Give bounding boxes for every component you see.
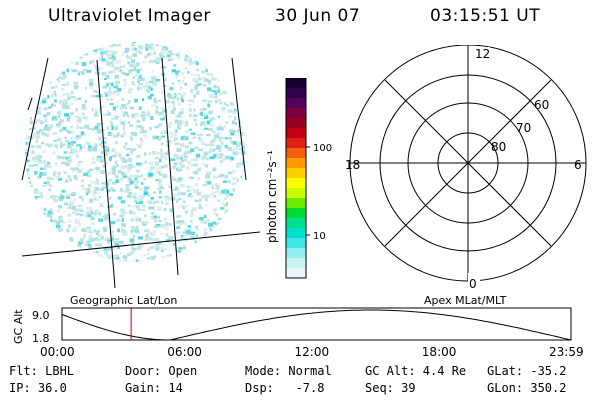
timeline-right-label: Apex MLat/MLT bbox=[424, 294, 507, 307]
colorbar-swatch bbox=[286, 268, 306, 279]
timeline-ytick-9: 9.0 bbox=[32, 309, 50, 322]
timeline-ylabel: GC Alt bbox=[12, 309, 25, 344]
timeline-xtick: 06:00 bbox=[167, 345, 202, 356]
info-label: Dsp: bbox=[245, 381, 282, 395]
orbit-timeline: Geographic Lat/Lon Apex MLat/MLT GC Alt … bbox=[12, 294, 584, 356]
info-value: 350.2 bbox=[530, 381, 567, 395]
info-field: Dsp: -7.8 bbox=[245, 381, 324, 395]
colorbar-swatch bbox=[286, 98, 306, 109]
mlt-label-18: 18 bbox=[345, 158, 360, 172]
info-value: 39 bbox=[401, 381, 416, 395]
colorbar-swatch bbox=[286, 78, 306, 89]
info-value: -35.2 bbox=[530, 364, 567, 378]
info-value: 4.4 Re bbox=[422, 364, 467, 378]
info-value: 36.0 bbox=[37, 381, 67, 395]
colorbar-swatch bbox=[286, 158, 306, 169]
info-value: Open bbox=[168, 364, 198, 378]
timeline-xtick: 00:00 bbox=[40, 345, 75, 356]
instrument-title: Ultraviolet Imager bbox=[48, 6, 211, 26]
info-value: -7.8 bbox=[281, 381, 325, 395]
colorbar-swatch bbox=[286, 168, 306, 179]
info-field: Flt: LBHL bbox=[9, 364, 74, 378]
mlt-label-6: 6 bbox=[574, 158, 582, 172]
altitude-curve bbox=[61, 309, 572, 341]
colorbar-tick-10: 10 bbox=[313, 231, 326, 242]
color-scale-bar: 100 10 photon cm⁻²s⁻¹ bbox=[265, 78, 332, 279]
info-label: Seq: bbox=[365, 381, 402, 395]
info-field: Seq: 39 bbox=[365, 381, 416, 395]
colorbar-swatch bbox=[286, 258, 306, 269]
info-label: GLon: bbox=[487, 381, 531, 395]
colorbar-swatch bbox=[286, 178, 306, 189]
colorbar-swatch bbox=[286, 118, 306, 129]
timeline-xtick: 18:00 bbox=[422, 345, 457, 356]
info-field: GLon: 350.2 bbox=[487, 381, 566, 395]
geo-grid-lines bbox=[21, 57, 260, 289]
mlat-label-70: 70 bbox=[516, 121, 531, 135]
colorbar-swatch bbox=[286, 248, 306, 259]
mlat-label-60: 60 bbox=[534, 98, 549, 112]
colorbar-swatch bbox=[286, 188, 306, 199]
info-label: IP: bbox=[9, 381, 38, 395]
observation-time: 03:15:51 UT bbox=[430, 6, 541, 26]
info-field: GLat: -35.2 bbox=[487, 364, 566, 378]
timeline-xtick: 23:59 bbox=[549, 345, 584, 356]
info-value: LBHL bbox=[45, 364, 75, 378]
colorbar-swatch bbox=[286, 138, 306, 149]
info-label: Gain: bbox=[125, 381, 169, 395]
auroral-image bbox=[21, 42, 260, 289]
info-field: GC Alt: 4.4 Re bbox=[365, 364, 466, 378]
polar-mlat-mlt-grid: 12 0 18 6 60 70 80 bbox=[345, 45, 587, 291]
colorbar-tick-100: 100 bbox=[313, 143, 332, 154]
info-value: Normal bbox=[288, 364, 332, 378]
info-label: Mode: bbox=[245, 364, 289, 378]
mlat-label-80: 80 bbox=[491, 140, 506, 154]
colorbar-swatch bbox=[286, 148, 306, 159]
colorbar-unit-label: photon cm⁻²s⁻¹ bbox=[265, 150, 279, 243]
timeline-left-label: Geographic Lat/Lon bbox=[70, 294, 177, 307]
colorbar-swatch bbox=[286, 238, 306, 249]
observation-date: 30 Jun 07 bbox=[275, 6, 361, 26]
colorbar-swatch bbox=[286, 88, 306, 99]
info-label: GLat: bbox=[487, 364, 531, 378]
timeline-ytick-1: 1.8 bbox=[32, 332, 50, 345]
colorbar-swatch bbox=[286, 108, 306, 119]
mlt-label-0: 0 bbox=[469, 277, 477, 291]
mlt-label-12: 12 bbox=[475, 47, 490, 61]
info-field: Mode: Normal bbox=[245, 364, 332, 378]
info-field: IP: 36.0 bbox=[9, 381, 67, 395]
colorbar-swatch bbox=[286, 228, 306, 239]
info-value: 14 bbox=[168, 381, 183, 395]
info-label: GC Alt: bbox=[365, 364, 423, 378]
timeline-xtick: 12:00 bbox=[295, 345, 330, 356]
info-field: Gain: 14 bbox=[125, 381, 183, 395]
colorbar-swatch bbox=[286, 208, 306, 219]
info-label: Flt: bbox=[9, 364, 46, 378]
info-label: Door: bbox=[125, 364, 169, 378]
colorbar-swatch bbox=[286, 128, 306, 139]
colorbar-swatch bbox=[286, 198, 306, 209]
info-field: Door: Open bbox=[125, 364, 197, 378]
colorbar-swatch bbox=[286, 218, 306, 229]
